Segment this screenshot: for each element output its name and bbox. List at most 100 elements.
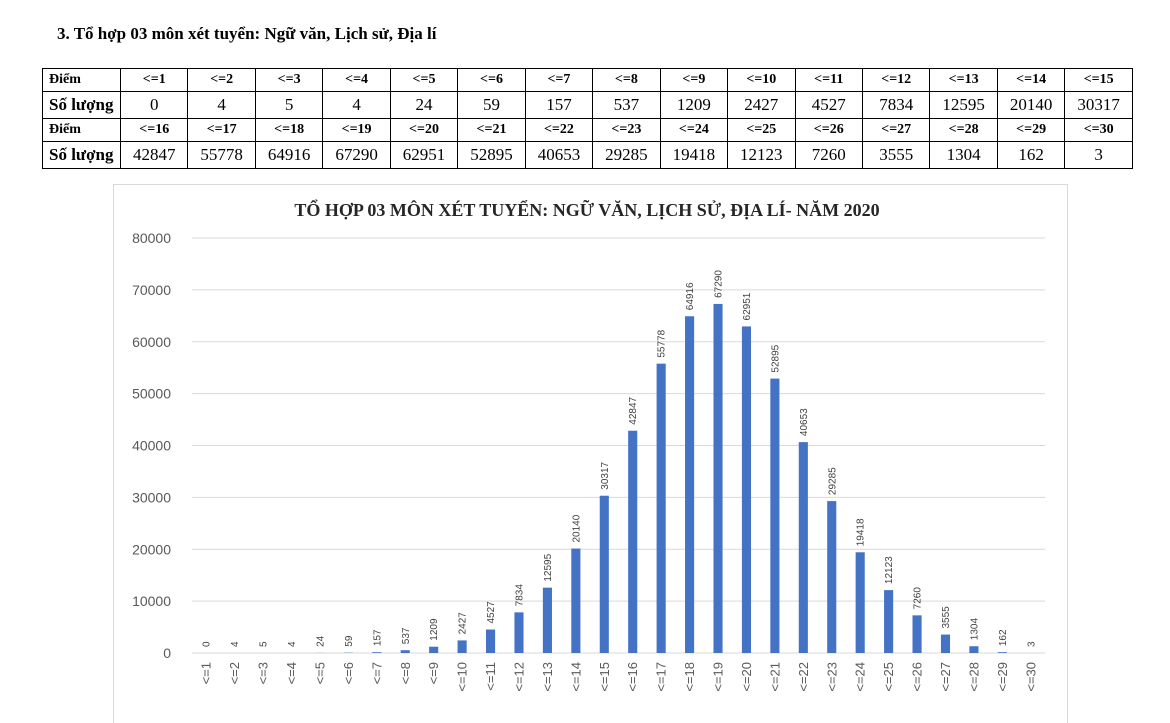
bar: [429, 647, 438, 653]
score-cell: <=14: [997, 69, 1064, 92]
bar: [514, 612, 523, 653]
score-cell: <=18: [255, 119, 322, 142]
bar: [856, 552, 865, 653]
x-tick-label: <=27: [938, 662, 953, 692]
count-cell: 4527: [795, 92, 862, 119]
bar: [998, 652, 1007, 653]
chart-frame: TỔ HỢP 03 MÔN XÉT TUYỂN: NGỮ VĂN, LỊCH S…: [113, 184, 1068, 723]
score-cell: <=30: [1065, 119, 1133, 142]
data-label: 64916: [685, 282, 696, 310]
score-cell: <=28: [930, 119, 997, 142]
x-tick-label: <=25: [881, 662, 896, 692]
x-tick-label: <=3: [256, 662, 271, 684]
data-label: 29285: [827, 467, 838, 495]
score-cell: <=8: [593, 69, 660, 92]
score-row: Điểm<=16<=17<=18<=19<=20<=21<=22<=23<=24…: [43, 119, 1133, 142]
score-cell: <=21: [458, 119, 525, 142]
y-tick-label: 0: [163, 645, 171, 661]
count-cell: 3: [1065, 142, 1133, 169]
bar-chart: TỔ HỢP 03 MÔN XÉT TUYỂN: NGỮ VĂN, LỊCH S…: [114, 185, 1067, 723]
bar: [401, 650, 410, 653]
count-cell: 162: [997, 142, 1064, 169]
bar: [941, 635, 950, 653]
data-label: 19418: [856, 518, 867, 546]
score-cell: <=2: [188, 69, 255, 92]
data-label: 7260: [913, 587, 924, 610]
data-label: 537: [401, 627, 412, 644]
score-cell: <=22: [525, 119, 592, 142]
data-label: 1304: [969, 618, 980, 641]
score-row-label: Điểm: [43, 119, 121, 142]
data-label: 3555: [941, 606, 952, 629]
y-tick-label: 80000: [132, 230, 171, 246]
count-cell: 1209: [660, 92, 727, 119]
count-cell: 30317: [1065, 92, 1133, 119]
bar: [913, 615, 922, 653]
data-label: 59: [344, 635, 355, 647]
score-cell: <=29: [997, 119, 1064, 142]
bar: [372, 652, 381, 653]
bar: [543, 588, 552, 653]
data-label: 20140: [571, 514, 582, 542]
data-label: 67290: [714, 270, 725, 298]
score-cell: <=26: [795, 119, 862, 142]
score-row: Điểm<=1<=2<=3<=4<=5<=6<=7<=8<=9<=10<=11<…: [43, 69, 1133, 92]
bar: [969, 646, 978, 653]
data-label: 0: [202, 641, 213, 647]
count-cell: 1304: [930, 142, 997, 169]
count-cell: 537: [593, 92, 660, 119]
x-tick-label: <=23: [824, 662, 839, 692]
count-cell: 19418: [660, 142, 727, 169]
data-label: 4: [230, 641, 241, 647]
y-tick-label: 60000: [132, 334, 171, 350]
x-tick-label: <=14: [568, 662, 583, 692]
count-cell: 7834: [862, 92, 929, 119]
score-row-label: Điểm: [43, 69, 121, 92]
score-cell: <=16: [121, 119, 188, 142]
x-tick-label: <=26: [910, 662, 925, 692]
x-tick-label: <=17: [654, 662, 669, 692]
x-tick-label: <=4: [284, 662, 299, 684]
x-tick-label: <=19: [711, 662, 726, 692]
x-tick-label: <=7: [369, 662, 384, 684]
count-row-label: Số lượng: [43, 142, 121, 169]
data-label: 4: [287, 641, 298, 647]
bar: [770, 379, 779, 653]
bar: [628, 431, 637, 653]
bar: [713, 304, 722, 653]
score-cell: <=12: [862, 69, 929, 92]
bar: [742, 326, 751, 653]
count-cell: 0: [121, 92, 188, 119]
bar: [486, 630, 495, 653]
bar: [799, 442, 808, 653]
data-label: 1209: [429, 618, 440, 641]
count-cell: 24: [390, 92, 457, 119]
x-tick-label: <=12: [511, 662, 526, 692]
y-tick-label: 70000: [132, 282, 171, 298]
x-tick-label: <=2: [227, 662, 242, 684]
x-tick-label: <=30: [1023, 662, 1038, 692]
count-cell: 3555: [862, 142, 929, 169]
y-tick-label: 50000: [132, 386, 171, 402]
data-label: 30317: [600, 461, 611, 489]
score-cell: <=24: [660, 119, 727, 142]
x-tick-label: <=22: [796, 662, 811, 692]
data-label: 12123: [884, 556, 895, 584]
x-tick-label: <=16: [625, 662, 640, 692]
x-tick-label: <=10: [455, 662, 470, 692]
x-tick-label: <=13: [540, 662, 555, 692]
score-table: Điểm<=1<=2<=3<=4<=5<=6<=7<=8<=9<=10<=11<…: [42, 68, 1133, 169]
count-cell: 2427: [728, 92, 795, 119]
data-label: 42847: [628, 396, 639, 424]
bar: [657, 364, 666, 653]
data-label: 40653: [799, 408, 810, 436]
bar: [685, 316, 694, 653]
score-cell: <=27: [862, 119, 929, 142]
x-tick-label: <=15: [597, 662, 612, 692]
count-cell: 59: [458, 92, 525, 119]
data-label: 52895: [770, 344, 781, 372]
bar: [884, 590, 893, 653]
score-cell: <=25: [728, 119, 795, 142]
